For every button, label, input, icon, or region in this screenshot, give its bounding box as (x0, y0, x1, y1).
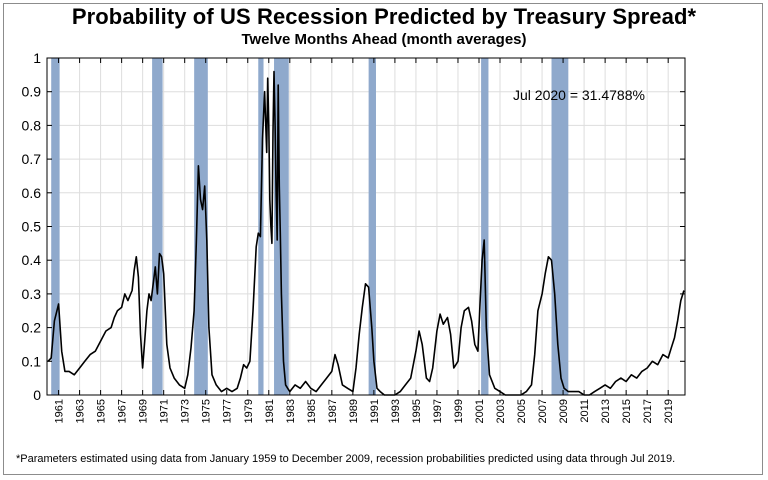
x-tick-label: 1989 (348, 399, 360, 423)
x-tick-label: 2019 (663, 399, 675, 423)
x-tick-label: 1983 (285, 399, 297, 423)
x-tick-label: 1999 (453, 399, 465, 423)
y-tick-label: 0.3 (22, 286, 42, 302)
x-tick-label: 1969 (138, 399, 150, 423)
x-tick-label: 1993 (390, 399, 402, 423)
recession-band (152, 58, 163, 395)
x-tick-label: 1973 (180, 399, 192, 423)
x-tick-label: 1967 (117, 399, 129, 423)
probability-line (47, 70, 685, 396)
x-tick-label: 1963 (75, 399, 87, 423)
x-tick-label: 1981 (264, 399, 276, 423)
x-tick-label: 1991 (369, 399, 381, 423)
y-tick-label: 0.8 (22, 117, 42, 133)
y-tick-label: 1 (33, 50, 41, 66)
y-tick-label: 0.4 (22, 252, 42, 268)
recession-band (368, 58, 376, 395)
y-tick-label: 0.7 (22, 151, 42, 167)
x-tick-label: 1975 (201, 399, 213, 423)
recession-band (481, 58, 489, 395)
x-tick-label: 2003 (495, 399, 507, 423)
chart-frame (3, 3, 763, 475)
chart-title: Probability of US Recession Predicted by… (71, 4, 697, 29)
x-tick-label: 1965 (96, 399, 108, 423)
x-tick-label: 1985 (306, 399, 318, 423)
x-tick-label: 1971 (159, 399, 171, 423)
x-tick-label: 1987 (327, 399, 339, 423)
x-tick-label: 1961 (54, 399, 66, 423)
grid (47, 58, 685, 395)
y-tick-label: 0.9 (22, 84, 42, 100)
y-axis-ticks: 0 0.1 0.2 0.3 0.4 0.5 0.6 0.7 0.8 0.9 1 (22, 50, 685, 403)
recession-band (551, 58, 569, 395)
y-tick-label: 0.2 (22, 320, 42, 336)
x-tick-label: 2015 (621, 399, 633, 423)
recession-band (51, 58, 60, 395)
x-tick-label: 2013 (600, 399, 612, 423)
x-tick-label: 2007 (537, 399, 549, 423)
chart-footnote: *Parameters estimated using data from Ja… (16, 453, 676, 465)
x-tick-label: 2017 (642, 399, 654, 423)
x-tick-label: 1979 (243, 399, 255, 423)
series-line-group (47, 70, 685, 396)
x-axis-ticks: 1961 1963 1965 1967 1969 1971 1973 1975 1977 1979… (54, 58, 675, 423)
y-tick-label: 0 (33, 387, 41, 403)
x-tick-label: 2005 (516, 399, 528, 423)
chart-subtitle: Twelve Months Ahead (month averages) (241, 31, 527, 48)
x-tick-label: 2011 (579, 399, 591, 423)
x-tick-label: 1995 (411, 399, 423, 423)
recession-band (194, 58, 208, 395)
chart-annotation: Jul 2020 = 31.4788% (513, 87, 645, 103)
y-tick-label: 0.1 (22, 353, 42, 369)
y-tick-label: 0.6 (22, 185, 42, 201)
x-tick-label: 2001 (474, 399, 486, 423)
x-tick-label: 2009 (558, 399, 570, 423)
x-tick-label: 1977 (222, 399, 234, 423)
x-tick-label: 1997 (432, 399, 444, 423)
y-tick-label: 0.5 (22, 219, 42, 235)
